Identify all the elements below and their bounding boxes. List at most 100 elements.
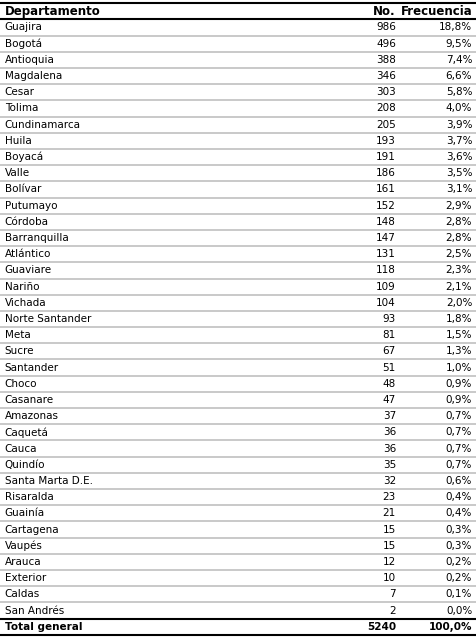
Text: 0,0%: 0,0% [445,605,471,616]
Text: Putumayo: Putumayo [5,200,57,211]
Text: 12: 12 [382,557,395,567]
Text: 6,6%: 6,6% [445,71,471,81]
Text: 23: 23 [382,492,395,502]
Text: Risaralda: Risaralda [5,492,53,502]
Text: Cesar: Cesar [5,87,35,97]
Text: 152: 152 [375,200,395,211]
Text: Cauca: Cauca [5,443,37,454]
Text: Quindío: Quindío [5,460,45,470]
Text: 5240: 5240 [366,621,395,632]
Text: 191: 191 [375,152,395,162]
Text: 186: 186 [375,168,395,178]
Text: 15: 15 [382,524,395,535]
Text: 36: 36 [382,427,395,438]
Text: 2,8%: 2,8% [445,233,471,243]
Text: Arauca: Arauca [5,557,41,567]
Text: 0,3%: 0,3% [445,541,471,551]
Text: Córdoba: Córdoba [5,217,49,227]
Text: 986: 986 [375,22,395,33]
Text: San Andrés: San Andrés [5,605,64,616]
Text: 2,9%: 2,9% [445,200,471,211]
Text: Departamento: Departamento [5,5,100,18]
Text: 10: 10 [382,573,395,583]
Text: 0,7%: 0,7% [445,427,471,438]
Text: 0,7%: 0,7% [445,411,471,421]
Text: 1,3%: 1,3% [445,346,471,357]
Text: 131: 131 [375,249,395,259]
Text: 0,7%: 0,7% [445,443,471,454]
Text: 1,0%: 1,0% [445,362,471,373]
Text: 0,1%: 0,1% [445,590,471,599]
Text: 0,7%: 0,7% [445,460,471,470]
Text: Cundinamarca: Cundinamarca [5,120,80,130]
Text: Choco: Choco [5,379,37,389]
Text: 0,4%: 0,4% [445,492,471,502]
Text: Exterior: Exterior [5,573,46,583]
Text: 388: 388 [375,55,395,65]
Text: 9,5%: 9,5% [445,39,471,48]
Text: 3,5%: 3,5% [445,168,471,178]
Text: Magdalena: Magdalena [5,71,62,81]
Text: 2,5%: 2,5% [445,249,471,259]
Text: Frecuencia: Frecuencia [400,5,471,18]
Text: 0,2%: 0,2% [445,557,471,567]
Text: 36: 36 [382,443,395,454]
Text: Guajira: Guajira [5,22,42,33]
Text: 7: 7 [388,590,395,599]
Text: Santander: Santander [5,362,59,373]
Text: 3,7%: 3,7% [445,136,471,146]
Text: 32: 32 [382,476,395,486]
Text: Vaupés: Vaupés [5,540,42,551]
Text: 0,9%: 0,9% [445,395,471,405]
Text: 148: 148 [375,217,395,227]
Text: Amazonas: Amazonas [5,411,59,421]
Text: 0,4%: 0,4% [445,508,471,518]
Text: Tolima: Tolima [5,103,38,114]
Text: 35: 35 [382,460,395,470]
Text: 21: 21 [382,508,395,518]
Text: Norte Santander: Norte Santander [5,314,91,324]
Text: 81: 81 [382,330,395,340]
Text: No.: No. [373,5,395,18]
Text: 48: 48 [382,379,395,389]
Text: 205: 205 [376,120,395,130]
Text: 47: 47 [382,395,395,405]
Text: Guaviare: Guaviare [5,265,52,276]
Text: Caquetá: Caquetá [5,427,49,438]
Text: Total general: Total general [5,621,82,632]
Text: 0,6%: 0,6% [445,476,471,486]
Text: 2,3%: 2,3% [445,265,471,276]
Text: Bogotá: Bogotá [5,38,42,49]
Text: Casanare: Casanare [5,395,54,405]
Text: Guainía: Guainía [5,508,45,518]
Text: 100,0%: 100,0% [428,621,471,632]
Text: Barranquilla: Barranquilla [5,233,69,243]
Text: 1,8%: 1,8% [445,314,471,324]
Text: 3,9%: 3,9% [445,120,471,130]
Text: 2,1%: 2,1% [445,281,471,292]
Text: 208: 208 [376,103,395,114]
Text: 496: 496 [375,39,395,48]
Text: Huila: Huila [5,136,31,146]
Text: 5,8%: 5,8% [445,87,471,97]
Text: 37: 37 [382,411,395,421]
Text: 147: 147 [375,233,395,243]
Text: 193: 193 [375,136,395,146]
Text: Valle: Valle [5,168,30,178]
Text: Cartagena: Cartagena [5,524,60,535]
Text: Bolívar: Bolívar [5,184,41,195]
Text: Sucre: Sucre [5,346,34,357]
Text: 346: 346 [375,71,395,81]
Text: 104: 104 [376,298,395,308]
Text: 3,1%: 3,1% [445,184,471,195]
Text: Nariño: Nariño [5,281,39,292]
Text: 3,6%: 3,6% [445,152,471,162]
Text: Atlántico: Atlántico [5,249,51,259]
Text: Caldas: Caldas [5,590,40,599]
Text: 0,9%: 0,9% [445,379,471,389]
Text: 161: 161 [375,184,395,195]
Text: Santa Marta D.E.: Santa Marta D.E. [5,476,92,486]
Text: 4,0%: 4,0% [445,103,471,114]
Text: 0,3%: 0,3% [445,524,471,535]
Text: Meta: Meta [5,330,30,340]
